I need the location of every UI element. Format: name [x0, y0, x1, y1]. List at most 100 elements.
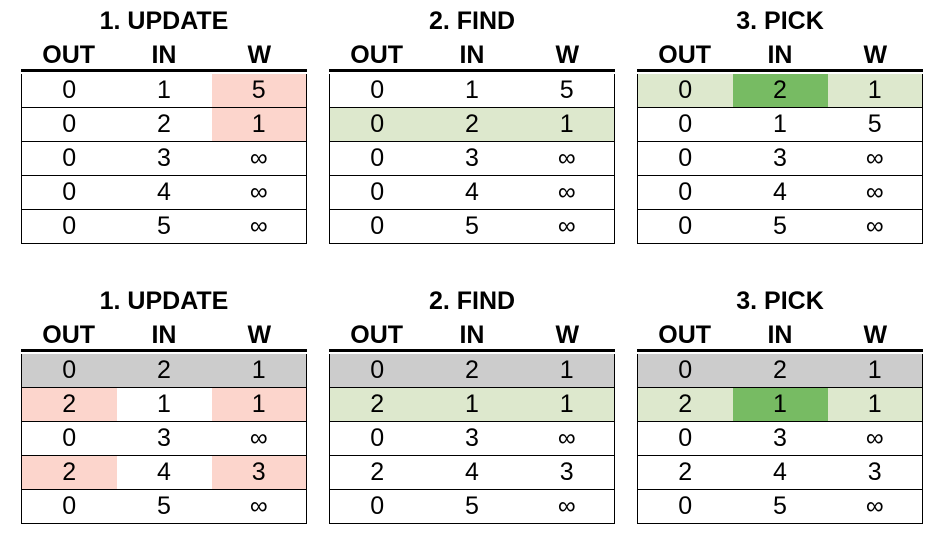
cell-in: 4 [116, 175, 212, 210]
cell-out: 0 [637, 209, 733, 244]
panel-title: 1. UPDATE [99, 7, 229, 35]
cell-w: ∞ [211, 209, 307, 244]
cell-out: 0 [329, 421, 425, 456]
edge-table: 0 2 1 2 1 1 0 3 ∞ 2 4 3 0 5 ∞ [21, 354, 307, 524]
table-row: 0 5 ∞ [329, 489, 615, 524]
panel-title: 3. PICK [736, 7, 824, 35]
panel-title: 2. FIND [428, 287, 516, 315]
cell-w: ∞ [519, 141, 615, 176]
column-header-in: IN [459, 41, 485, 69]
cell-w: 1 [519, 107, 615, 142]
cell-w: 1 [519, 387, 615, 422]
edge-table: 0 1 5 0 2 1 0 3 ∞ 0 4 ∞ 0 5 ∞ [329, 74, 615, 244]
table-row: 0 4 ∞ [21, 175, 307, 210]
cell-in: 5 [116, 209, 212, 244]
cell-in: 1 [424, 74, 520, 108]
cell-w: ∞ [211, 141, 307, 176]
column-header-out: OUT [350, 321, 404, 349]
cell-in: 2 [424, 354, 520, 388]
column-header-in: IN [151, 41, 177, 69]
cell-w: 5 [827, 107, 923, 142]
cell-out: 2 [329, 455, 425, 490]
cell-w: 1 [827, 354, 923, 388]
table-row: 0 5 ∞ [21, 209, 307, 244]
cell-out: 0 [637, 74, 733, 108]
cell-w: ∞ [211, 175, 307, 210]
column-header-in: IN [767, 321, 793, 349]
cell-w: 1 [211, 387, 307, 422]
cell-out: 2 [637, 387, 733, 422]
cell-w: ∞ [519, 209, 615, 244]
table-header: OUT IN W [637, 40, 923, 72]
column-header-out: OUT [42, 321, 96, 349]
table-row: 0 3 ∞ [21, 141, 307, 176]
column-header-out: OUT [658, 41, 712, 69]
cell-w: ∞ [827, 175, 923, 210]
cell-w: 5 [211, 74, 307, 108]
cell-w: 3 [211, 455, 307, 490]
cell-in: 5 [116, 489, 212, 524]
cell-out: 0 [637, 421, 733, 456]
cell-w: ∞ [827, 421, 923, 456]
cell-in: 2 [424, 107, 520, 142]
column-header-out: OUT [350, 41, 404, 69]
cell-w: 3 [519, 455, 615, 490]
cell-out: 0 [21, 74, 117, 108]
cell-out: 0 [21, 354, 117, 388]
cell-w: 5 [519, 74, 615, 108]
column-header-w: W [555, 321, 580, 349]
panel-title: 2. FIND [428, 7, 516, 35]
cell-in: 4 [424, 175, 520, 210]
cell-in: 1 [732, 107, 828, 142]
cell-w: ∞ [211, 489, 307, 524]
table-header: OUT IN W [637, 320, 923, 352]
cell-in: 1 [732, 387, 828, 422]
cell-out: 0 [21, 421, 117, 456]
cell-out: 0 [21, 209, 117, 244]
cell-w: 1 [519, 354, 615, 388]
column-header-in: IN [459, 321, 485, 349]
cell-out: 0 [329, 175, 425, 210]
edge-table: 0 2 1 2 1 1 0 3 ∞ 2 4 3 0 5 ∞ [637, 354, 923, 524]
cell-in: 2 [116, 107, 212, 142]
table-row: 0 4 ∞ [637, 175, 923, 210]
cell-w: 1 [827, 74, 923, 108]
cell-in: 5 [424, 489, 520, 524]
cell-in: 4 [732, 175, 828, 210]
cell-in: 3 [116, 141, 212, 176]
cell-out: 0 [21, 489, 117, 524]
cell-in: 3 [424, 421, 520, 456]
column-header-out: OUT [42, 41, 96, 69]
cell-out: 0 [637, 141, 733, 176]
cell-out: 0 [637, 354, 733, 388]
column-header-in: IN [151, 321, 177, 349]
cell-in: 4 [424, 455, 520, 490]
table-header: OUT IN W [21, 320, 307, 352]
cell-w: ∞ [519, 489, 615, 524]
column-header-w: W [247, 321, 272, 349]
cell-w: ∞ [827, 209, 923, 244]
column-header-w: W [863, 41, 888, 69]
cell-out: 0 [637, 489, 733, 524]
edge-table: 0 2 1 2 1 1 0 3 ∞ 2 4 3 0 5 ∞ [329, 354, 615, 524]
cell-in: 3 [732, 421, 828, 456]
table-header: OUT IN W [329, 320, 615, 352]
table-row: 0 5 ∞ [637, 209, 923, 244]
cell-w: 3 [827, 455, 923, 490]
cell-out: 0 [21, 141, 117, 176]
cell-w: ∞ [827, 489, 923, 524]
cell-out: 2 [21, 455, 117, 490]
cell-in: 4 [116, 455, 212, 490]
panel-title: 1. UPDATE [99, 287, 229, 315]
cell-out: 0 [329, 354, 425, 388]
